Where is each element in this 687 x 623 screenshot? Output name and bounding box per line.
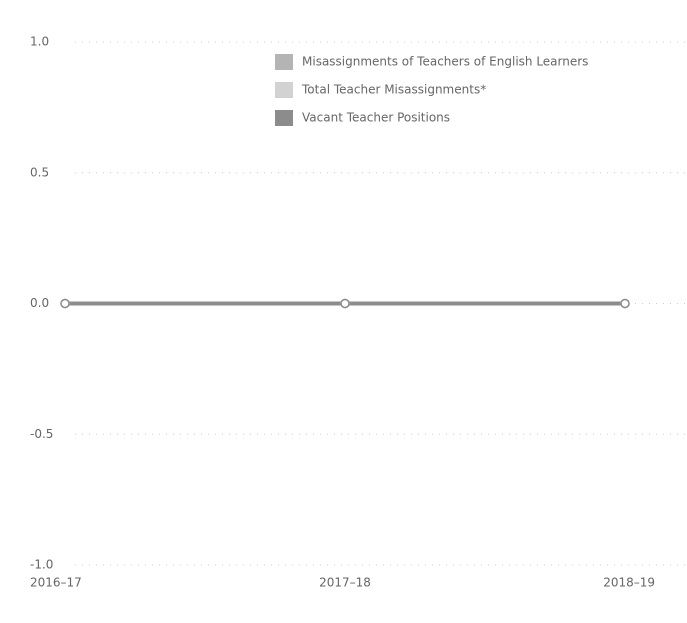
x-tick-label: 2018–19: [603, 576, 655, 590]
legend-swatch: [275, 54, 293, 70]
point-marker: [60, 298, 70, 309]
legend-swatch: [275, 110, 293, 126]
point-marker: [620, 298, 630, 309]
y-tick-label: -1.0: [30, 558, 53, 572]
y-tick-label: 1.0: [30, 35, 49, 49]
legend-swatch: [275, 82, 293, 98]
legend-label: Misassignments of Teachers of English Le…: [302, 55, 588, 69]
legend-label: Vacant Teacher Positions: [302, 111, 450, 125]
x-tick-label: 2017–18: [319, 576, 371, 590]
y-tick-label: -0.5: [30, 427, 53, 441]
legend-label: Total Teacher Misassignments*: [301, 83, 486, 97]
point-marker: [340, 298, 350, 309]
y-tick-label: 0.0: [30, 296, 49, 310]
y-tick-label: 0.5: [30, 165, 49, 179]
x-tick-label: 2016–17: [30, 576, 82, 590]
